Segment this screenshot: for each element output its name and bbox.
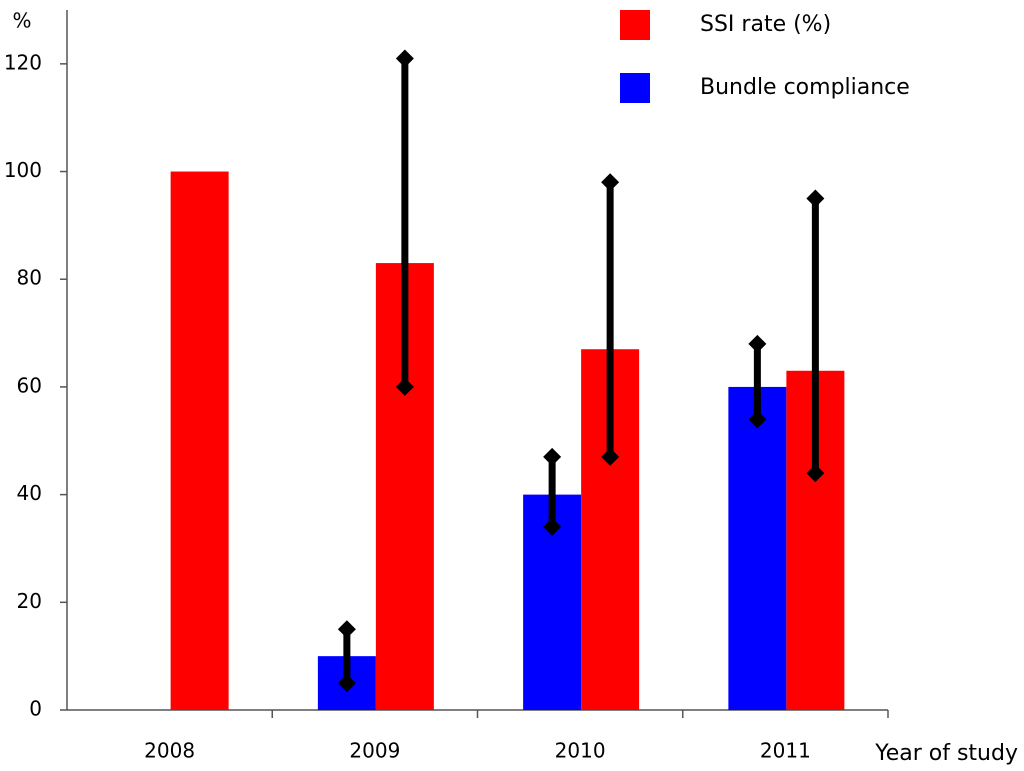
y-axis-label: % bbox=[12, 9, 31, 33]
y-tick-label: 40 bbox=[17, 481, 42, 505]
x-axis-label: Year of study bbox=[874, 741, 1018, 766]
y-tick-label: 100 bbox=[4, 158, 42, 182]
error-cap bbox=[806, 189, 825, 208]
legend-label: SSI rate (%) bbox=[700, 12, 831, 37]
x-tick-label: 2008 bbox=[144, 739, 195, 763]
legend-swatch bbox=[620, 10, 650, 40]
error-cap bbox=[337, 674, 356, 693]
bar bbox=[170, 171, 229, 711]
y-tick-label: 120 bbox=[4, 50, 42, 74]
x-tick-label: 2011 bbox=[760, 739, 811, 763]
bar bbox=[728, 386, 787, 710]
error-cap bbox=[395, 49, 414, 68]
y-tick-label: 60 bbox=[17, 373, 42, 397]
y-tick-label: 20 bbox=[17, 589, 42, 613]
x-tick-label: 2010 bbox=[555, 739, 606, 763]
y-tick-label: 0 bbox=[29, 697, 42, 721]
error-cap bbox=[543, 517, 562, 536]
y-tick-label: 80 bbox=[17, 266, 42, 290]
error-cap bbox=[748, 334, 767, 353]
legend-label: Bundle compliance bbox=[700, 75, 910, 100]
error-cap bbox=[748, 410, 767, 429]
legend-swatch bbox=[620, 73, 650, 103]
error-cap bbox=[601, 173, 620, 192]
error-cap bbox=[601, 447, 620, 466]
error-cap bbox=[806, 464, 825, 483]
error-cap bbox=[337, 620, 356, 639]
error-cap bbox=[543, 447, 562, 466]
error-cap bbox=[395, 377, 414, 396]
x-tick-label: 2009 bbox=[349, 739, 400, 763]
